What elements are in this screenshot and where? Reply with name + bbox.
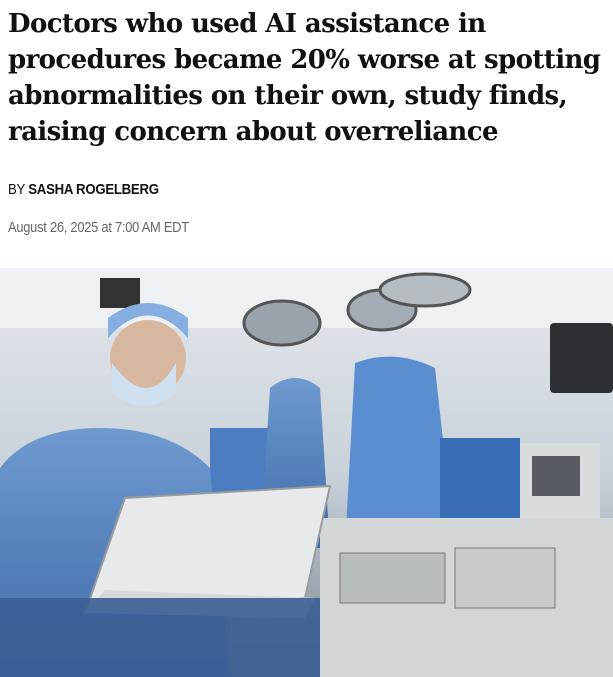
hero-image <box>0 268 613 677</box>
headline: Doctors who used AI assistance in proced… <box>8 9 601 147</box>
publish-date: August 26, 2025 at 7:00 AM EDT <box>8 219 189 236</box>
byline-prefix: BY <box>8 181 25 198</box>
author-link[interactable]: SASHA ROGELBERG <box>28 181 159 198</box>
operating-room-photo <box>0 268 613 677</box>
byline: BY SASHA ROGELBERG <box>8 181 159 198</box>
